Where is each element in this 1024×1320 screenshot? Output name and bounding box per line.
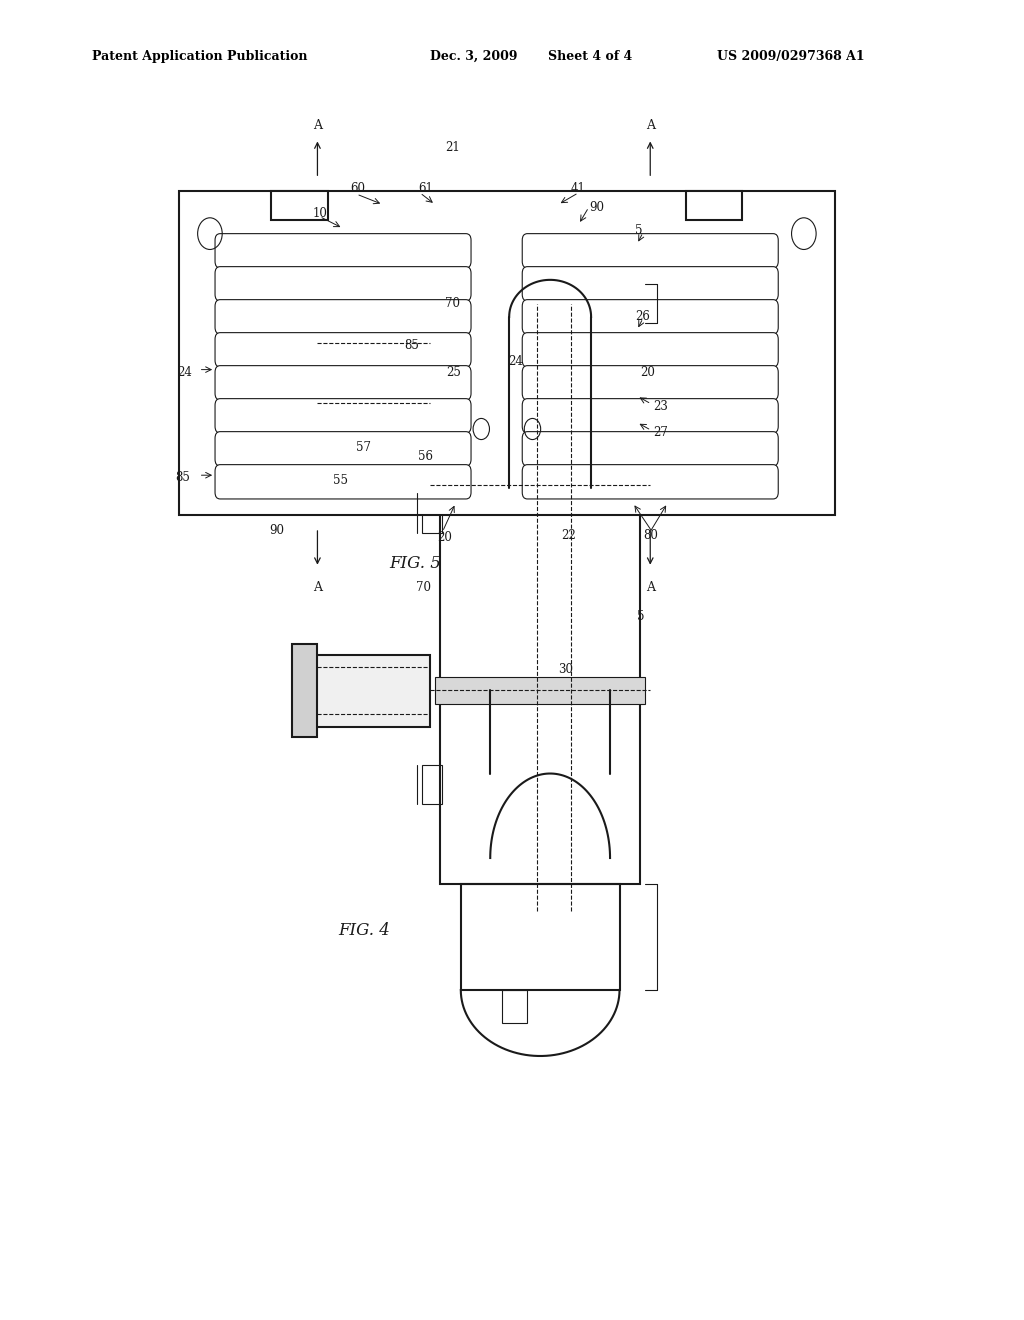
Text: A: A [313, 581, 322, 594]
Text: 24: 24 [177, 366, 193, 379]
Text: 90: 90 [589, 201, 604, 214]
Text: 61: 61 [418, 182, 433, 195]
Bar [292, 644, 317, 737]
Text: FIG. 5: FIG. 5 [389, 556, 441, 572]
Bar [440, 277, 640, 330]
Text: 70: 70 [416, 581, 431, 594]
FancyBboxPatch shape [522, 300, 778, 334]
Text: 56: 56 [418, 450, 433, 463]
Text: 5: 5 [635, 224, 642, 238]
FancyBboxPatch shape [215, 234, 471, 268]
Bar [686, 191, 742, 220]
Text: Patent Application Publication: Patent Application Publication [92, 50, 307, 63]
FancyBboxPatch shape [522, 432, 778, 466]
Text: 20: 20 [640, 366, 655, 379]
Text: 70: 70 [445, 297, 461, 310]
Bar [179, 191, 835, 515]
Text: 85: 85 [175, 471, 190, 484]
Text: 23: 23 [653, 400, 669, 413]
Bar [440, 330, 640, 884]
FancyBboxPatch shape [522, 234, 778, 268]
Bar [422, 494, 442, 533]
Bar [312, 337, 430, 409]
Bar [271, 191, 328, 220]
Text: US 2009/0297368 A1: US 2009/0297368 A1 [717, 50, 864, 63]
FancyBboxPatch shape [522, 366, 778, 400]
FancyBboxPatch shape [215, 267, 471, 301]
Text: Sheet 4 of 4: Sheet 4 of 4 [548, 50, 632, 63]
FancyBboxPatch shape [522, 333, 778, 367]
Bar [502, 990, 527, 1023]
Text: 60: 60 [350, 182, 366, 195]
FancyBboxPatch shape [522, 399, 778, 433]
Text: 27: 27 [653, 426, 669, 440]
Text: A: A [313, 119, 322, 132]
FancyBboxPatch shape [215, 432, 471, 466]
Text: 57: 57 [356, 441, 372, 454]
Bar [435, 677, 645, 704]
Text: 10: 10 [312, 207, 328, 220]
Bar [422, 764, 442, 804]
Text: 41: 41 [570, 182, 586, 195]
FancyBboxPatch shape [522, 267, 778, 301]
Text: 25: 25 [446, 366, 462, 379]
Bar [292, 317, 317, 429]
Text: FIG. 4: FIG. 4 [338, 923, 390, 939]
FancyBboxPatch shape [215, 465, 471, 499]
Text: 21: 21 [445, 141, 460, 154]
Text: Dec. 3, 2009: Dec. 3, 2009 [430, 50, 517, 63]
FancyBboxPatch shape [215, 333, 471, 367]
Bar [312, 655, 430, 727]
Text: 85: 85 [404, 339, 420, 352]
Text: A: A [646, 581, 654, 594]
Text: 90: 90 [269, 524, 285, 537]
Text: 55: 55 [333, 474, 348, 487]
Text: 80: 80 [643, 529, 658, 543]
Text: 22: 22 [561, 529, 575, 543]
Text: 5: 5 [637, 610, 644, 623]
Text: 20: 20 [437, 531, 453, 544]
Text: A: A [646, 119, 654, 132]
Bar [461, 884, 620, 990]
FancyBboxPatch shape [522, 465, 778, 499]
FancyBboxPatch shape [215, 366, 471, 400]
FancyBboxPatch shape [215, 300, 471, 334]
FancyBboxPatch shape [215, 399, 471, 433]
Text: 26: 26 [635, 310, 650, 323]
Text: 30: 30 [558, 663, 573, 676]
Text: 24: 24 [508, 355, 523, 368]
